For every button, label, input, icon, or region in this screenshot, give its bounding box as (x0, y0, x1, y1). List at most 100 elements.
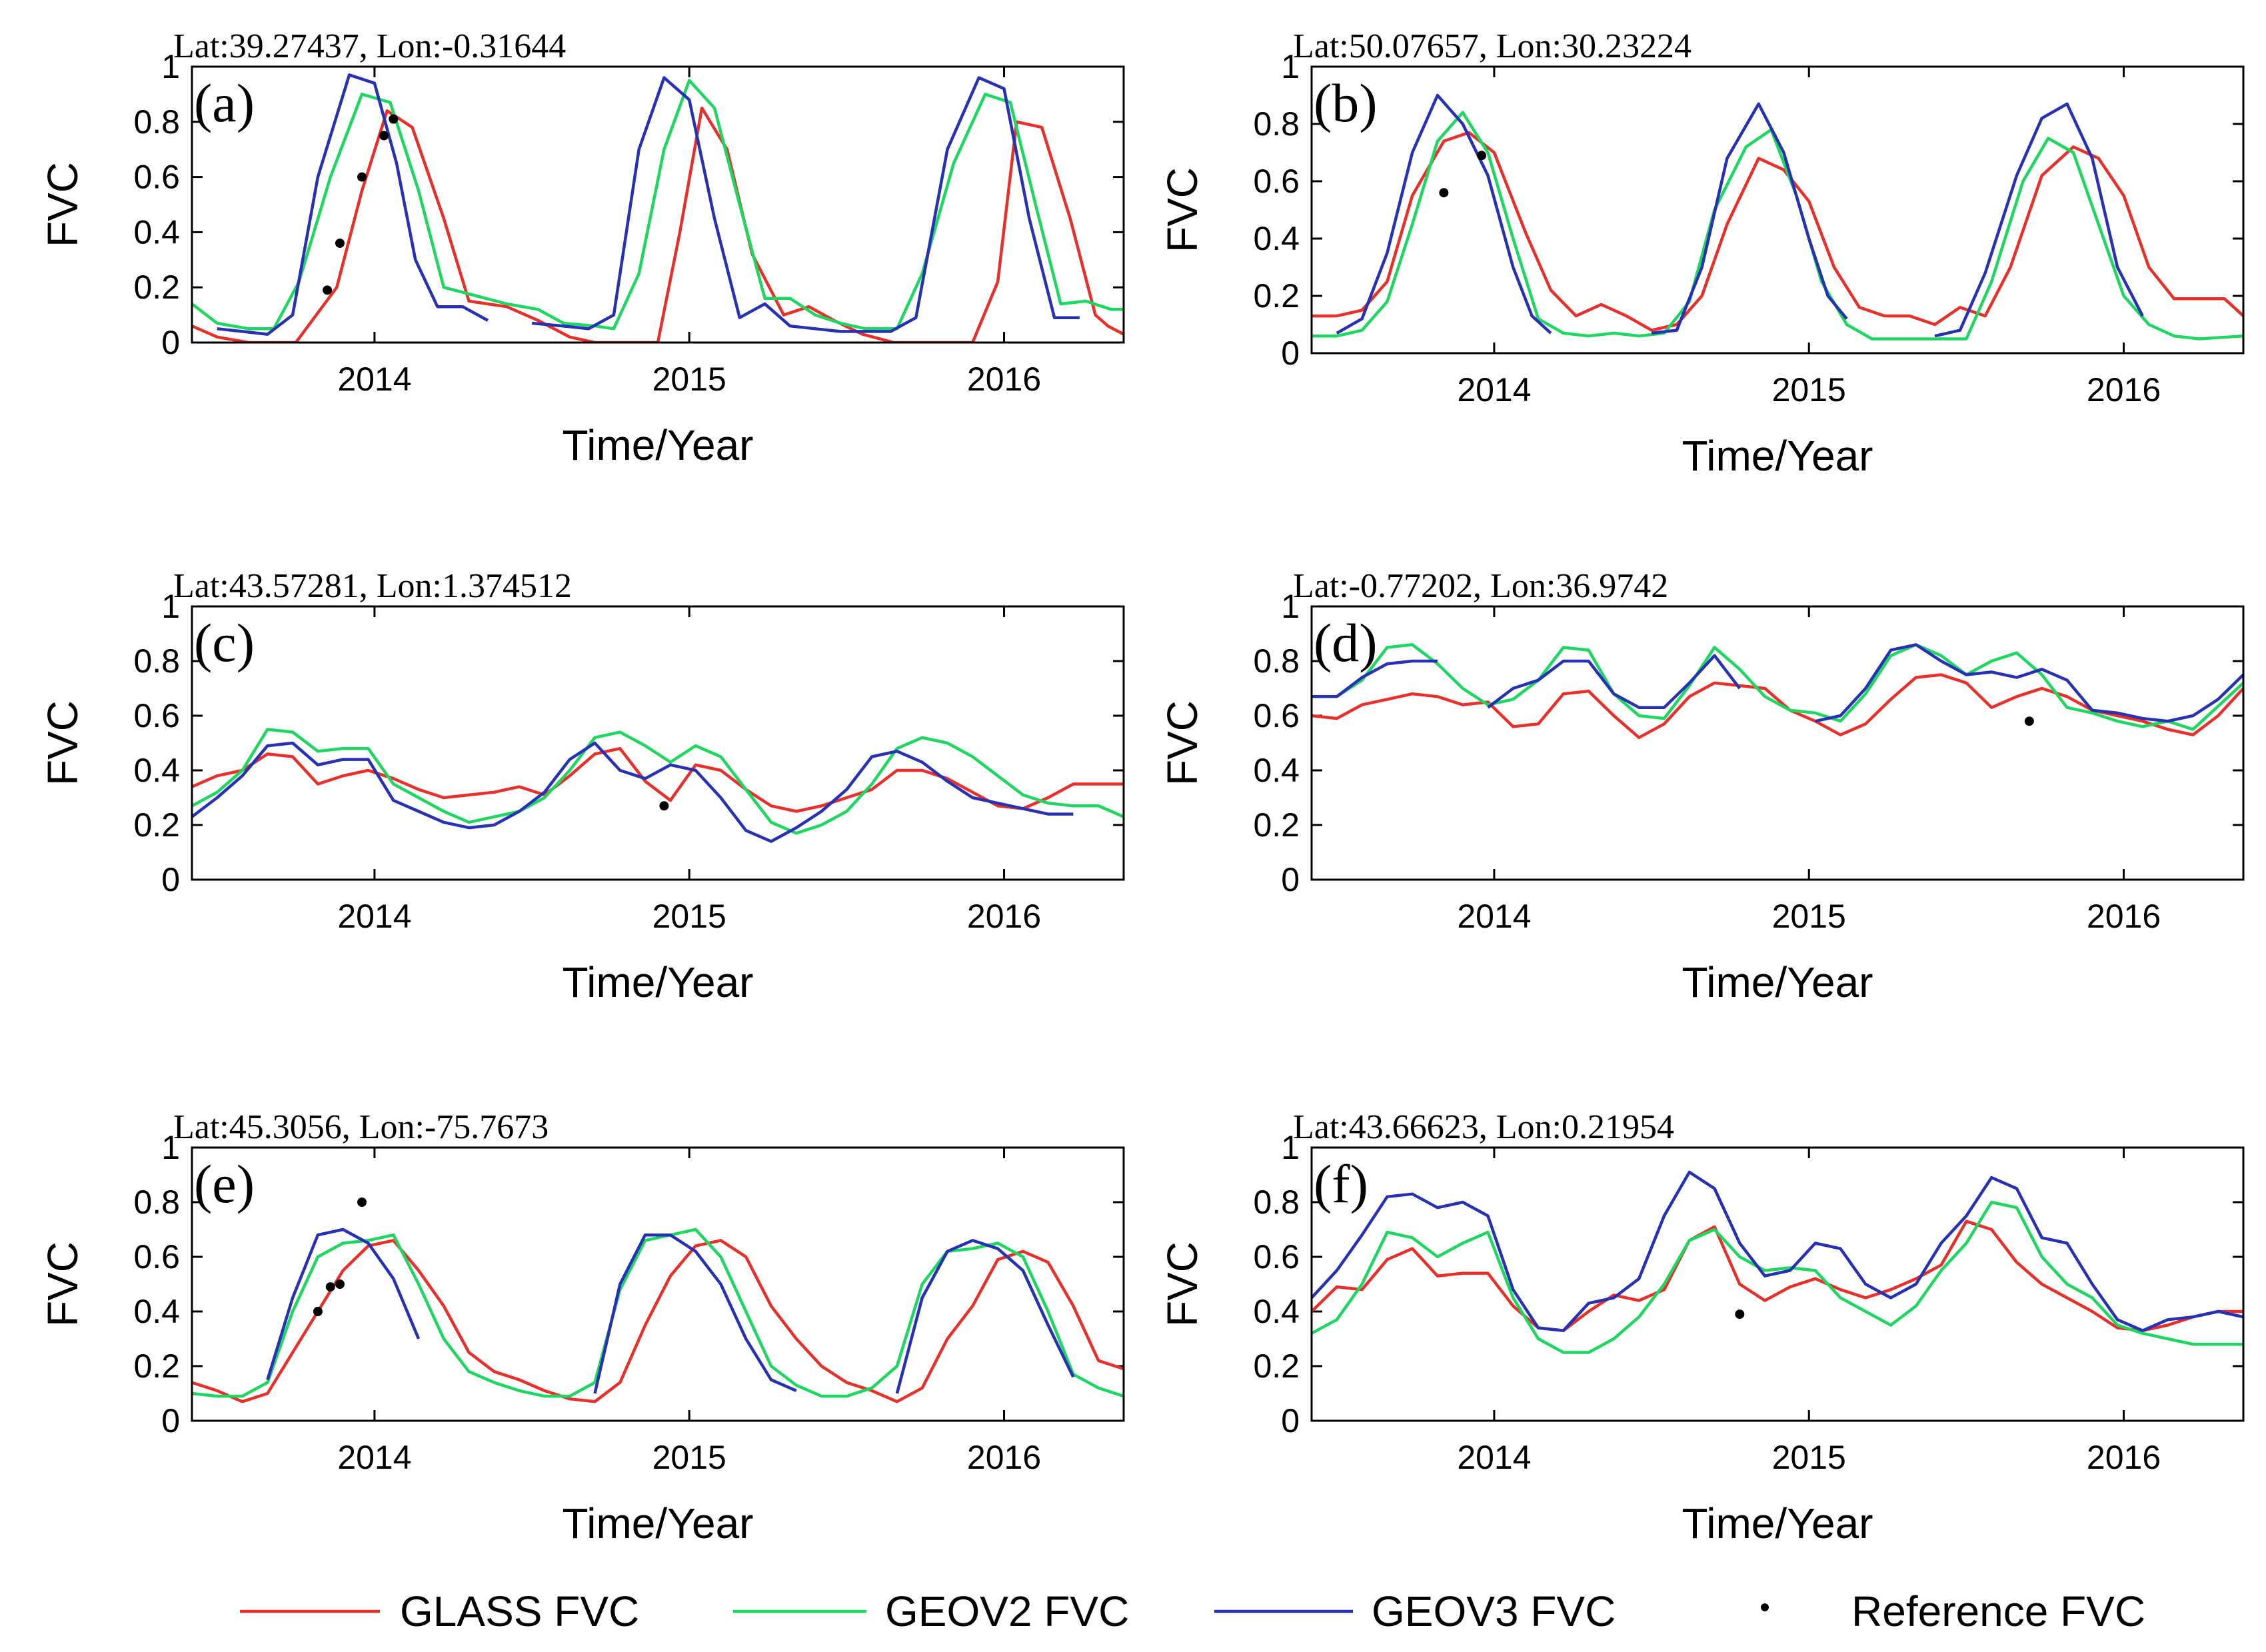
y-tick-label: 0 (161, 1402, 180, 1439)
reference-point (659, 801, 669, 811)
y-tick-label: 0.8 (133, 642, 180, 680)
y-tick-label: 0.2 (133, 269, 180, 306)
plot-frame (1310, 1146, 2245, 1422)
x-tick-label: 2014 (1457, 1439, 1531, 1476)
plot-area (192, 728, 1124, 843)
panel-title: Lat:50.07657, Lon:30.23224 (1293, 27, 1692, 65)
series-line-geov2 (192, 728, 1124, 835)
panel-letter: (a) (194, 73, 255, 133)
legend-label-glass: GLASS FVC (400, 1587, 639, 1635)
chart-panel-e: Lat:45.3056, Lon:-75.7673 0 0.2 0.4 0.6 0.8 1 2… (39, 1108, 1125, 1547)
y-tick-label: 0.8 (133, 1184, 180, 1221)
y-tick-label: 0 (1281, 861, 1300, 898)
y-axis-label: FVC (39, 700, 87, 786)
series-line-geov3 (1934, 102, 2144, 338)
x-axis-label: Time/Year (563, 958, 754, 1006)
x-tick-label: 2016 (967, 1439, 1041, 1476)
y-tick-label: 0.6 (133, 159, 180, 196)
plot-frame (191, 65, 1125, 344)
y-tick-label: 0 (161, 861, 180, 898)
chart-panel-c: Lat:43.57281, Lon:1.374512 0 0.2 0.4 0.6 0.8 1… (39, 567, 1125, 1006)
series-line-geov2 (1312, 1200, 2243, 1354)
series-line-geov2 (192, 1228, 1124, 1398)
y-tick-label: 0.8 (133, 103, 180, 141)
panel-letter: (e) (194, 1154, 255, 1214)
series-line-glass (1312, 1220, 2243, 1332)
x-axis-label: Time/Year (1682, 1499, 1873, 1547)
y-tick-label: 0.4 (133, 1293, 180, 1330)
panel-title: Lat:43.66623, Lon:0.21954 (1293, 1108, 1674, 1146)
y-tick-label: 0.6 (1253, 163, 1300, 200)
series-line-geov2 (1312, 643, 2243, 731)
x-tick-label: 2016 (967, 898, 1041, 935)
panel-title: Lat:45.3056, Lon:-75.7673 (173, 1108, 549, 1146)
legend-swatch-reference (1761, 1603, 1769, 1611)
panel-letter: (d) (1314, 612, 1378, 673)
y-axis-label: FVC (39, 162, 87, 247)
x-tick-label: 2014 (1457, 898, 1531, 935)
y-tick-label: 0.4 (133, 213, 180, 251)
x-tick-label: 2015 (1772, 1439, 1846, 1476)
legend-label-geov3: GEOV3 FVC (1372, 1587, 1616, 1635)
x-tick-label: 2014 (337, 898, 411, 935)
y-tick-label: 0.8 (1253, 642, 1300, 680)
series-line-geov3 (593, 1233, 797, 1394)
x-tick-label: 2014 (1457, 371, 1531, 409)
y-tick-label: 0 (1281, 335, 1300, 372)
x-tick-label: 2015 (652, 898, 726, 935)
reference-point (389, 114, 399, 124)
y-tick-label: 0.6 (133, 1238, 180, 1275)
x-axis-label: Time/Year (1682, 958, 1873, 1006)
y-tick-label: 0.6 (1253, 1238, 1300, 1275)
x-tick-label: 2015 (1772, 898, 1846, 935)
series-line-geov3 (192, 741, 1074, 843)
x-axis-label: Time/Year (563, 421, 754, 469)
reference-point (313, 1307, 323, 1316)
y-tick-label: 0.4 (133, 752, 180, 789)
y-tick-label: 1 (161, 48, 180, 85)
panel-letter: (c) (194, 612, 255, 673)
plot-area (192, 1198, 1124, 1403)
reference-point (1477, 151, 1487, 161)
series-line-glass (1312, 131, 2243, 332)
x-tick-label: 2016 (2087, 371, 2161, 409)
plot-frame (191, 1146, 1125, 1422)
x-axis-label: Time/Year (563, 1499, 754, 1547)
x-tick-label: 2014 (337, 361, 411, 398)
y-tick-label: 0.2 (133, 1347, 180, 1385)
y-tick-label: 0.8 (1253, 105, 1300, 143)
legend: GLASS FVC GEOV2 FVC GEOV3 FVC Reference … (240, 1587, 2145, 1635)
panel-title: Lat:43.57281, Lon:1.374512 (173, 567, 572, 605)
y-tick-label: 1 (1281, 48, 1300, 85)
x-tick-label: 2016 (2087, 1439, 2161, 1476)
y-axis-label: FVC (1158, 167, 1206, 253)
chart-panels: Lat:39.27437, Lon:-0.31644 0 0.2 0.4 0.6 0.8 1… (39, 27, 2245, 1547)
y-tick-label: 0.2 (1253, 1347, 1300, 1385)
legend-label-geov2: GEOV2 FVC (885, 1587, 1129, 1635)
y-tick-label: 1 (1281, 1129, 1300, 1166)
y-axis-label: FVC (1158, 700, 1206, 786)
chart-panel-b: Lat:50.07657, Lon:30.23224 0 0.2 0.4 0.6 0.8 1… (1158, 27, 2245, 480)
x-tick-label: 2016 (967, 361, 1041, 398)
reference-point (335, 238, 345, 248)
legend-label-reference: Reference FVC (1851, 1587, 2145, 1635)
series-line-glass (192, 746, 1124, 813)
y-tick-label: 0.4 (1253, 1293, 1300, 1330)
series-line-geov3 (1815, 643, 2243, 723)
chart-panel-a: Lat:39.27437, Lon:-0.31644 0 0.2 0.4 0.6 0.8 1… (39, 27, 1125, 469)
x-tick-label: 2015 (1772, 371, 1846, 409)
series-line-geov3 (1312, 1170, 2243, 1332)
y-tick-label: 0.2 (133, 806, 180, 844)
x-axis-label: Time/Year (1682, 432, 1873, 480)
plot-frame (191, 605, 1125, 881)
y-tick-label: 0 (1281, 1402, 1300, 1439)
y-tick-label: 1 (161, 588, 180, 625)
reference-point (335, 1279, 345, 1289)
series-line-glass (192, 1239, 1124, 1403)
x-tick-label: 2016 (2087, 898, 2161, 935)
series-line-geov3 (895, 1239, 1075, 1394)
panel-letter: (f) (1314, 1154, 1368, 1214)
y-axis-label: FVC (39, 1241, 87, 1327)
